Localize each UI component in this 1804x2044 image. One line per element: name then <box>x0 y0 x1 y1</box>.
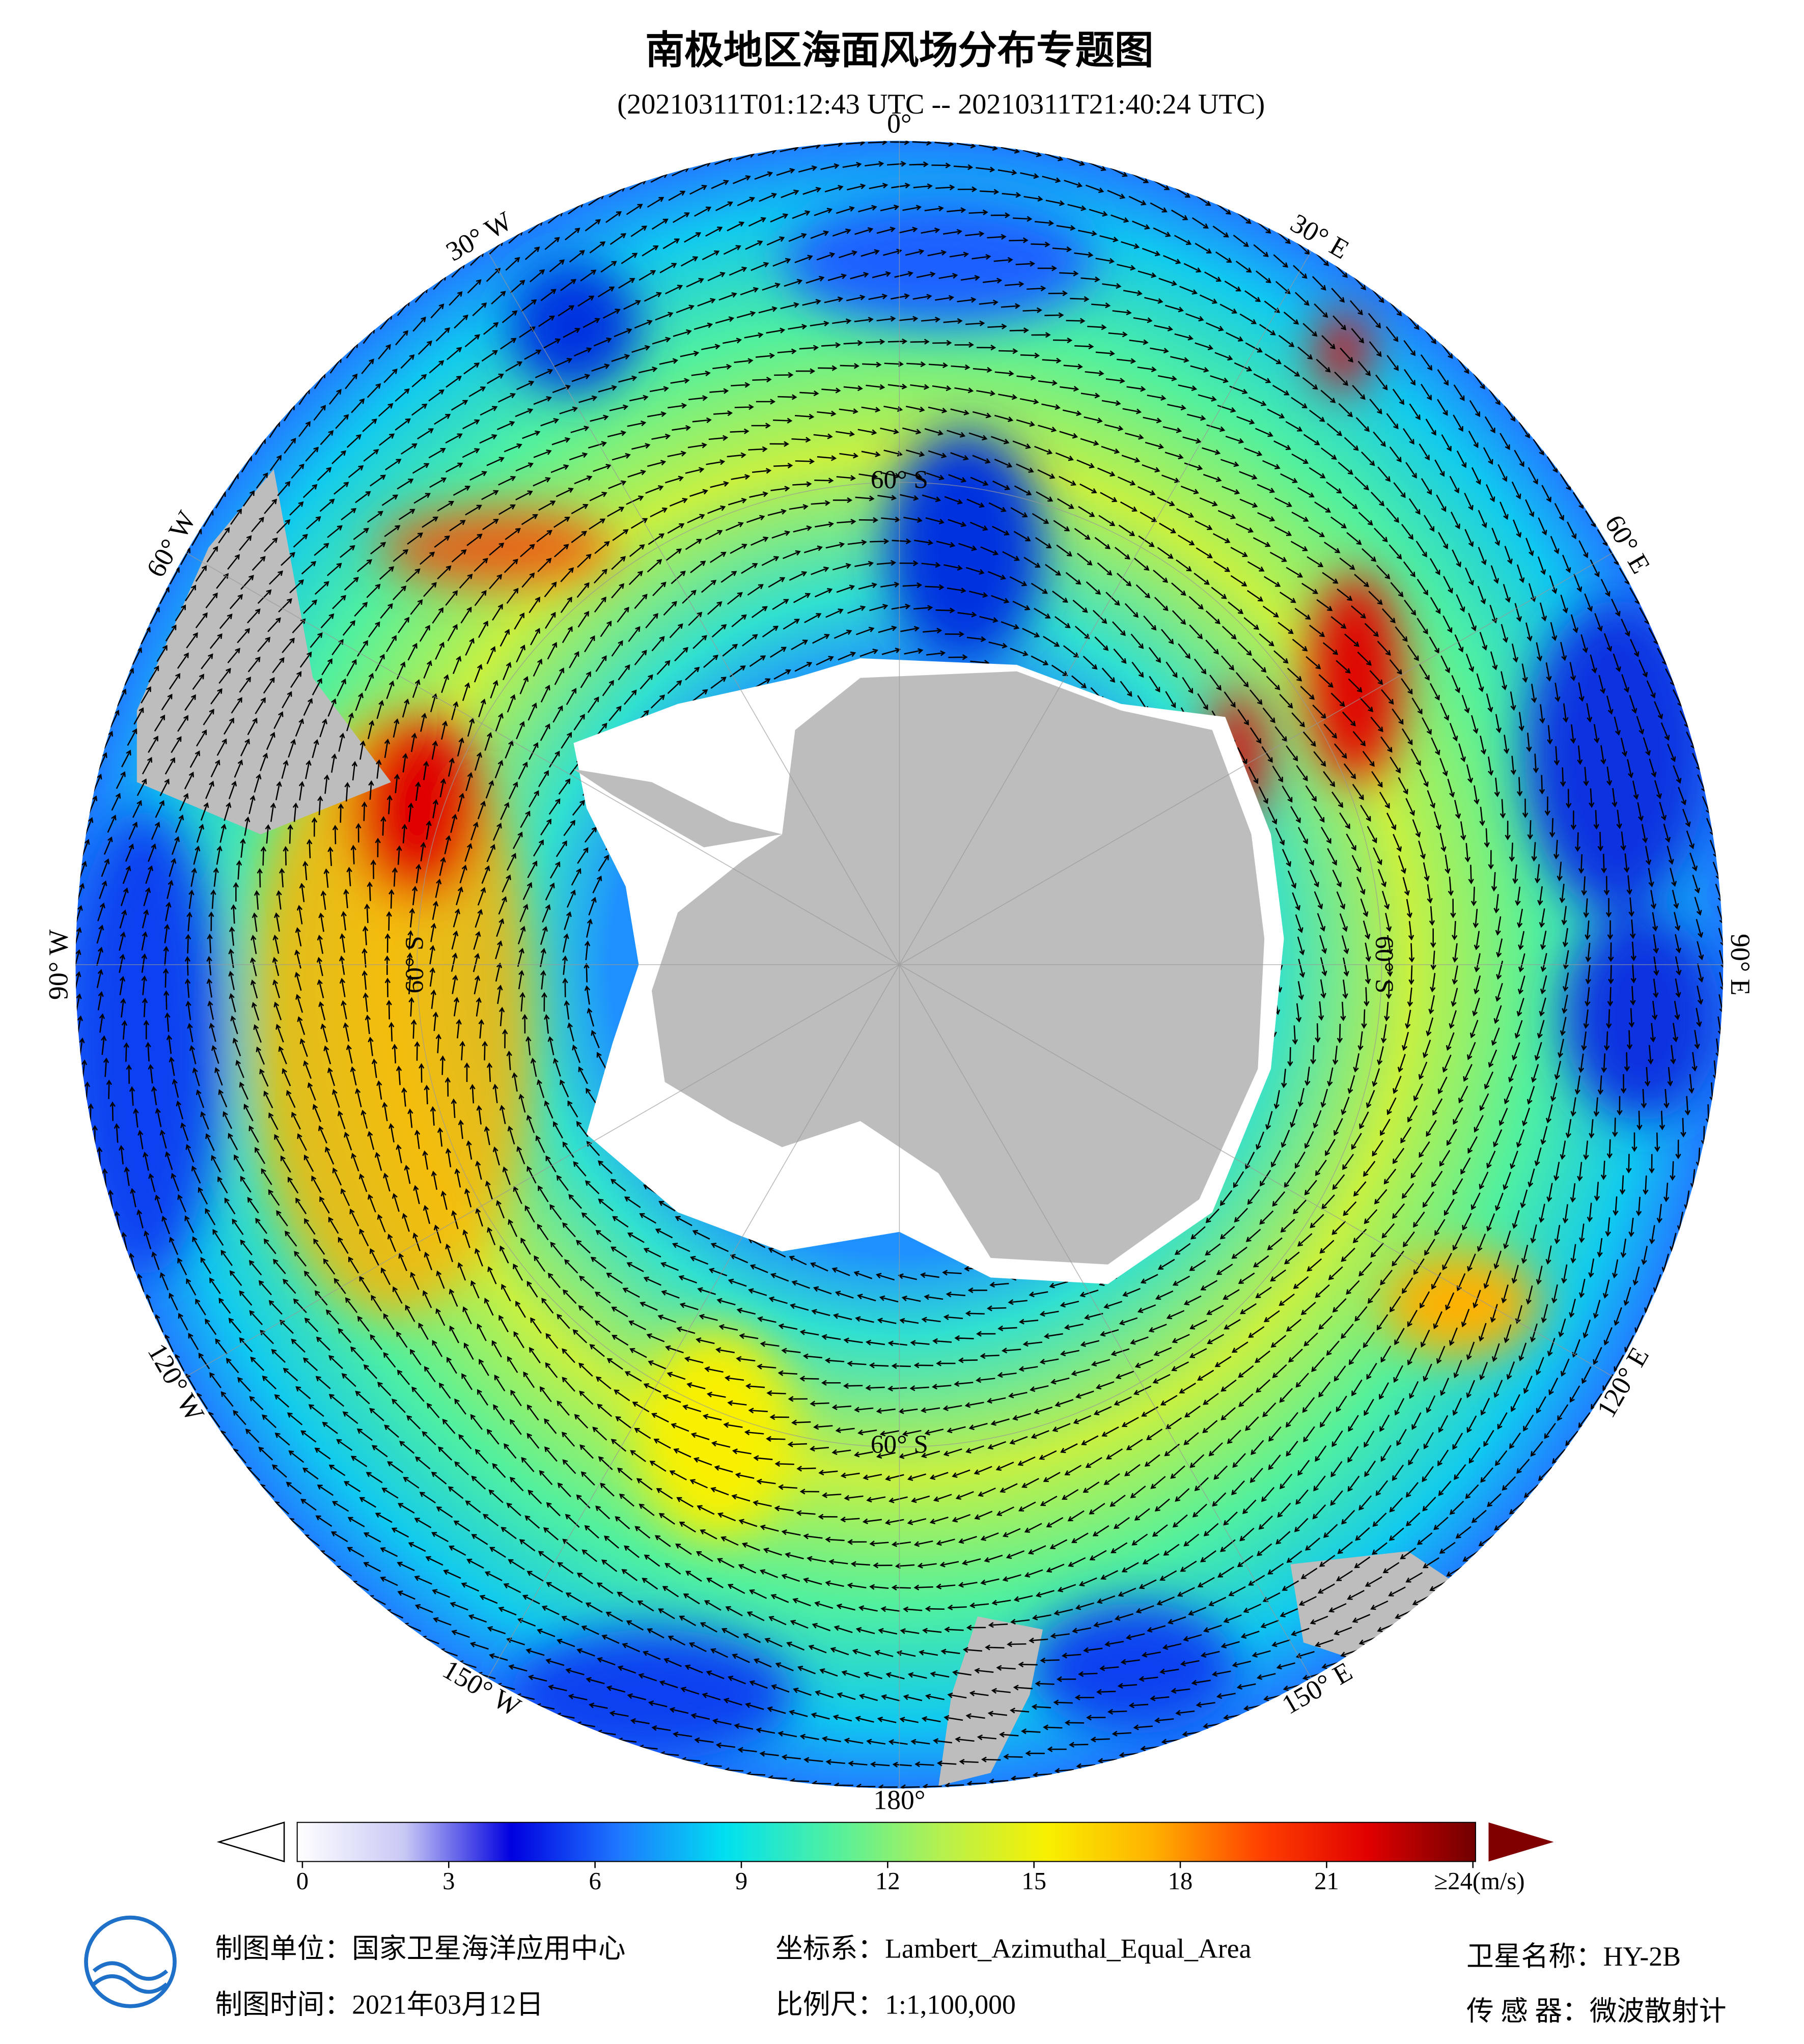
footer: 制图单位：国家卫星海洋应用中心 制图时间：2021年03月12日 坐标系：Lam… <box>84 1915 1727 2026</box>
satellite: 卫星名称：HY-2B <box>1466 1941 1681 1972</box>
colorbar-tick-label: 18 <box>1168 1867 1193 1895</box>
longitude-label: 90° W <box>43 929 74 1000</box>
colorbar-tick-label: 3 <box>442 1867 455 1895</box>
subtitle: (20210311T01:12:43 UTC -- 20210311T21:40… <box>617 89 1265 120</box>
meridian <box>185 552 900 965</box>
sensor: 传 感 器：微波散射计 <box>1466 1996 1727 2026</box>
meridian <box>899 552 1613 965</box>
colorbar-tick-label: 6 <box>589 1867 601 1895</box>
colorbar-over <box>1488 1822 1554 1862</box>
latitude-label: 60° S <box>871 1430 928 1459</box>
antarctica <box>573 671 1265 1265</box>
colorbar: 0 3 6 9 12 15 18 21 ≥24(m/s) <box>216 1821 1554 1895</box>
colorbar-bar <box>296 1822 1476 1862</box>
projection: 坐标系：Lambert_Azimuthal_Equal_Area <box>775 1934 1251 1964</box>
meridian <box>899 964 1613 1377</box>
latitude-labels: 60° S 60° S 60° S 60° S <box>400 465 1399 1459</box>
colorbar-tick-label: 21 <box>1314 1867 1339 1895</box>
longitude-label: 0° <box>887 108 911 139</box>
graticule <box>75 141 1724 1789</box>
colorbar-tick-label: 9 <box>735 1867 747 1895</box>
meridian <box>185 964 900 1377</box>
colorbar-tick-label: 12 <box>875 1867 900 1895</box>
latitude-label: 60° S <box>400 936 429 993</box>
meridian <box>487 964 900 1678</box>
colorbar-tick-label: 0 <box>296 1867 309 1895</box>
logo-waves <box>92 1961 169 1994</box>
meridian <box>487 250 900 965</box>
colorbar-tick-label: ≥24(m/s) <box>1434 1867 1525 1895</box>
colorbar-under <box>216 1821 285 1863</box>
scale: 比例尺：1:1,100,000 <box>775 1990 1016 2020</box>
producer: 制图单位：国家卫星海洋应用中心 <box>215 1934 625 1964</box>
title: 南极地区海面风场分布专题图 <box>645 29 1153 72</box>
meridian <box>899 964 1312 1678</box>
new-zealand-tasmania <box>938 1551 1486 1786</box>
logo <box>84 1915 177 2008</box>
meridian <box>899 250 1312 965</box>
longitude-label: 90° E <box>1725 934 1756 996</box>
south-america <box>136 469 391 834</box>
longitude-label: 180° <box>873 1785 925 1815</box>
latitude-label: 60° S <box>871 465 928 494</box>
parallel <box>417 482 1382 1448</box>
latitude-label: 60° S <box>1370 936 1399 993</box>
colorbar-tick-label: 15 <box>1021 1867 1046 1895</box>
date: 制图时间：2021年03月12日 <box>215 1990 543 2020</box>
